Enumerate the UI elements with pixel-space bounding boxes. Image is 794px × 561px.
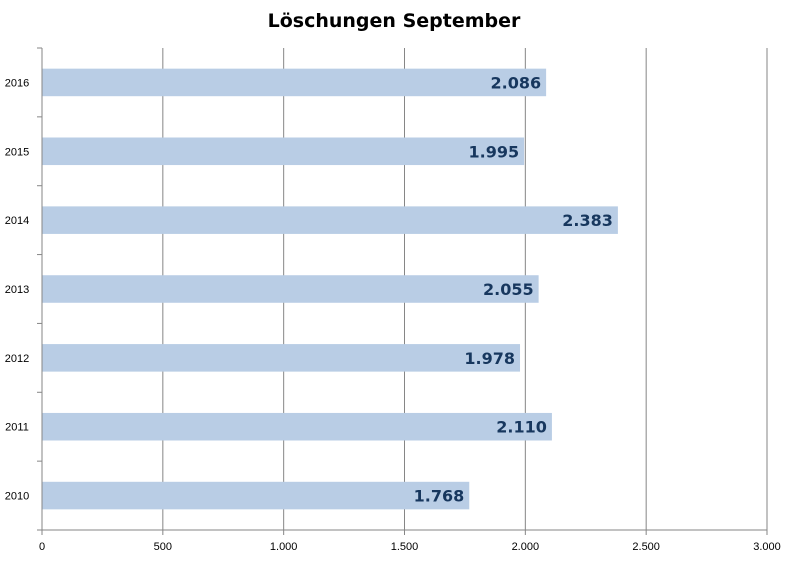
bar — [42, 275, 539, 303]
x-tick-label: 0 — [39, 541, 45, 553]
y-tick-label: 2015 — [5, 146, 29, 158]
bar — [42, 137, 525, 166]
y-tick-label: 2013 — [5, 284, 29, 296]
data-label: 1.978 — [464, 349, 515, 368]
data-label: 2.055 — [483, 280, 534, 299]
data-labels: 2.086 1.995 2.383 2.055 1.978 2.110 1.768 — [414, 73, 613, 505]
data-label: 1.768 — [414, 487, 465, 506]
x-tick-label: 500 — [154, 541, 172, 553]
bar — [42, 481, 470, 510]
y-tick-label: 2010 — [5, 491, 29, 503]
x-tick-label: 2.000 — [512, 541, 540, 553]
y-tick-label: 2016 — [5, 77, 29, 89]
chart-title: Löschungen September — [268, 10, 521, 32]
data-label: 2.383 — [562, 211, 613, 230]
y-tick-label: 2011 — [5, 422, 29, 434]
x-tick-label: 1.000 — [270, 541, 298, 553]
bar — [42, 344, 521, 372]
x-tick-label: 2.500 — [632, 541, 660, 553]
data-label: 2.086 — [491, 73, 542, 92]
data-label: 2.110 — [496, 418, 547, 437]
data-label: 1.995 — [469, 142, 520, 161]
bar — [42, 68, 547, 97]
bars — [42, 68, 618, 510]
y-tick-label: 2012 — [5, 353, 29, 365]
y-tick-label: 2014 — [5, 215, 29, 227]
bar — [42, 206, 618, 234]
x-tick-label: 3.000 — [753, 541, 781, 553]
bar — [42, 412, 552, 441]
axes: 0 500 1.000 1.500 2.000 2.500 3.000 2016 2015 201… — [5, 47, 781, 553]
x-tick-label: 1.500 — [391, 541, 419, 553]
